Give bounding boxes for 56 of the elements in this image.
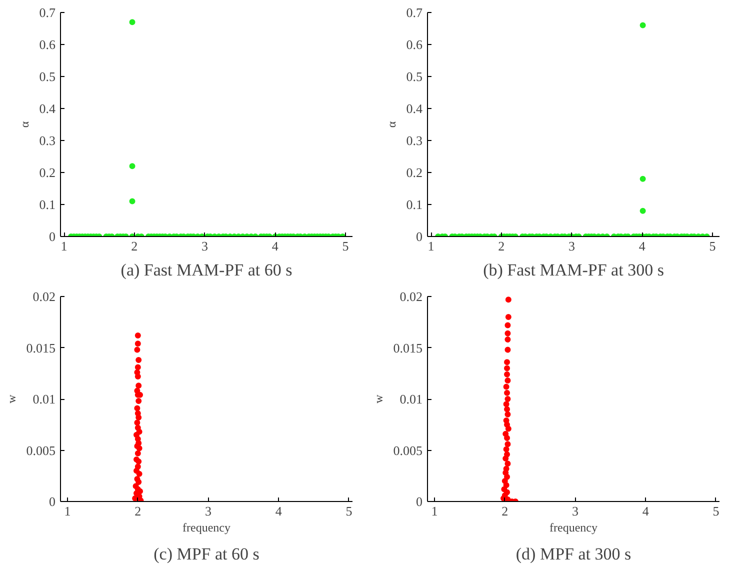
text: (c) MPF at 60 s: [154, 544, 260, 564]
x-axis-title: frequency: [550, 520, 598, 534]
x-tick-label: 3: [572, 504, 579, 518]
x-tick-label: 4: [272, 238, 279, 254]
x-tick-label: 4: [275, 504, 282, 518]
x-tick-label: 5: [342, 238, 349, 254]
y-tick-label: 0.02: [400, 289, 422, 304]
y-tick-label: 0.1: [406, 197, 422, 212]
x-tick-label: 2: [502, 504, 508, 518]
x-tick-label: 3: [568, 238, 575, 254]
y-tick-label: 0.4: [39, 101, 56, 116]
x-tick-label: 5: [709, 238, 716, 254]
x-tick-label: 3: [205, 504, 212, 518]
text: (d) MPF at 300 s: [516, 544, 632, 564]
x-tick-label: 5: [712, 504, 720, 518]
y-tick-label: 0.6: [39, 37, 56, 52]
x-tick-label: 2: [134, 504, 142, 518]
y-tick-label: 0.015: [393, 340, 422, 356]
x-tick-label: 1: [64, 504, 71, 518]
y-tick-label: 0.015: [26, 340, 56, 356]
y-tick-label: 0: [49, 229, 56, 244]
text: (b) Fast MAM-PF at 300 s: [483, 260, 664, 280]
x-tick-label: 1: [428, 238, 434, 254]
y-tick-label: 0.3: [39, 133, 56, 148]
x-tick-label: 1: [431, 504, 438, 518]
x-axis-title: frequency: [182, 520, 230, 534]
y-tick-label: 0: [416, 494, 422, 509]
y-tick-label: 0.01: [32, 392, 56, 406]
y-tick-label: 0: [416, 229, 422, 244]
x-tick-label: 5: [346, 504, 352, 518]
x-tick-label: 1: [60, 238, 68, 254]
y-axis-title: α: [17, 120, 32, 128]
x-tick-label: 2: [131, 238, 138, 254]
y-tick-label: 0.5: [406, 69, 422, 84]
y-tick-label: 0.6: [406, 37, 423, 52]
y-axis-title: w: [4, 394, 18, 404]
y-tick-label: 0.4: [406, 101, 423, 116]
y-tick-label: 0.005: [26, 442, 56, 458]
y-axis-title: α: [384, 120, 398, 128]
y-tick-label: 0.005: [393, 442, 422, 458]
y-tick-label: 0.5: [39, 69, 56, 84]
x-tick-label: 4: [638, 238, 646, 254]
y-tick-label: 0: [49, 494, 56, 509]
y-tick-label: 0.3: [406, 133, 422, 148]
y-axis-title: w: [371, 394, 386, 404]
x-tick-label: 2: [498, 238, 505, 254]
y-tick-label: 0.2: [39, 165, 56, 180]
text: (a) Fast MAM-PF at 60 s: [120, 260, 292, 280]
y-tick-label: 0.7: [406, 5, 423, 20]
y-tick-label: 0.1: [39, 197, 56, 212]
y-tick-label: 0.7: [39, 5, 56, 20]
x-tick-label: 4: [642, 504, 650, 518]
y-tick-label: 0.01: [400, 392, 422, 406]
y-tick-label: 0.2: [406, 165, 422, 180]
x-tick-label: 3: [201, 238, 208, 254]
y-tick-label: 0.02: [32, 289, 56, 304]
